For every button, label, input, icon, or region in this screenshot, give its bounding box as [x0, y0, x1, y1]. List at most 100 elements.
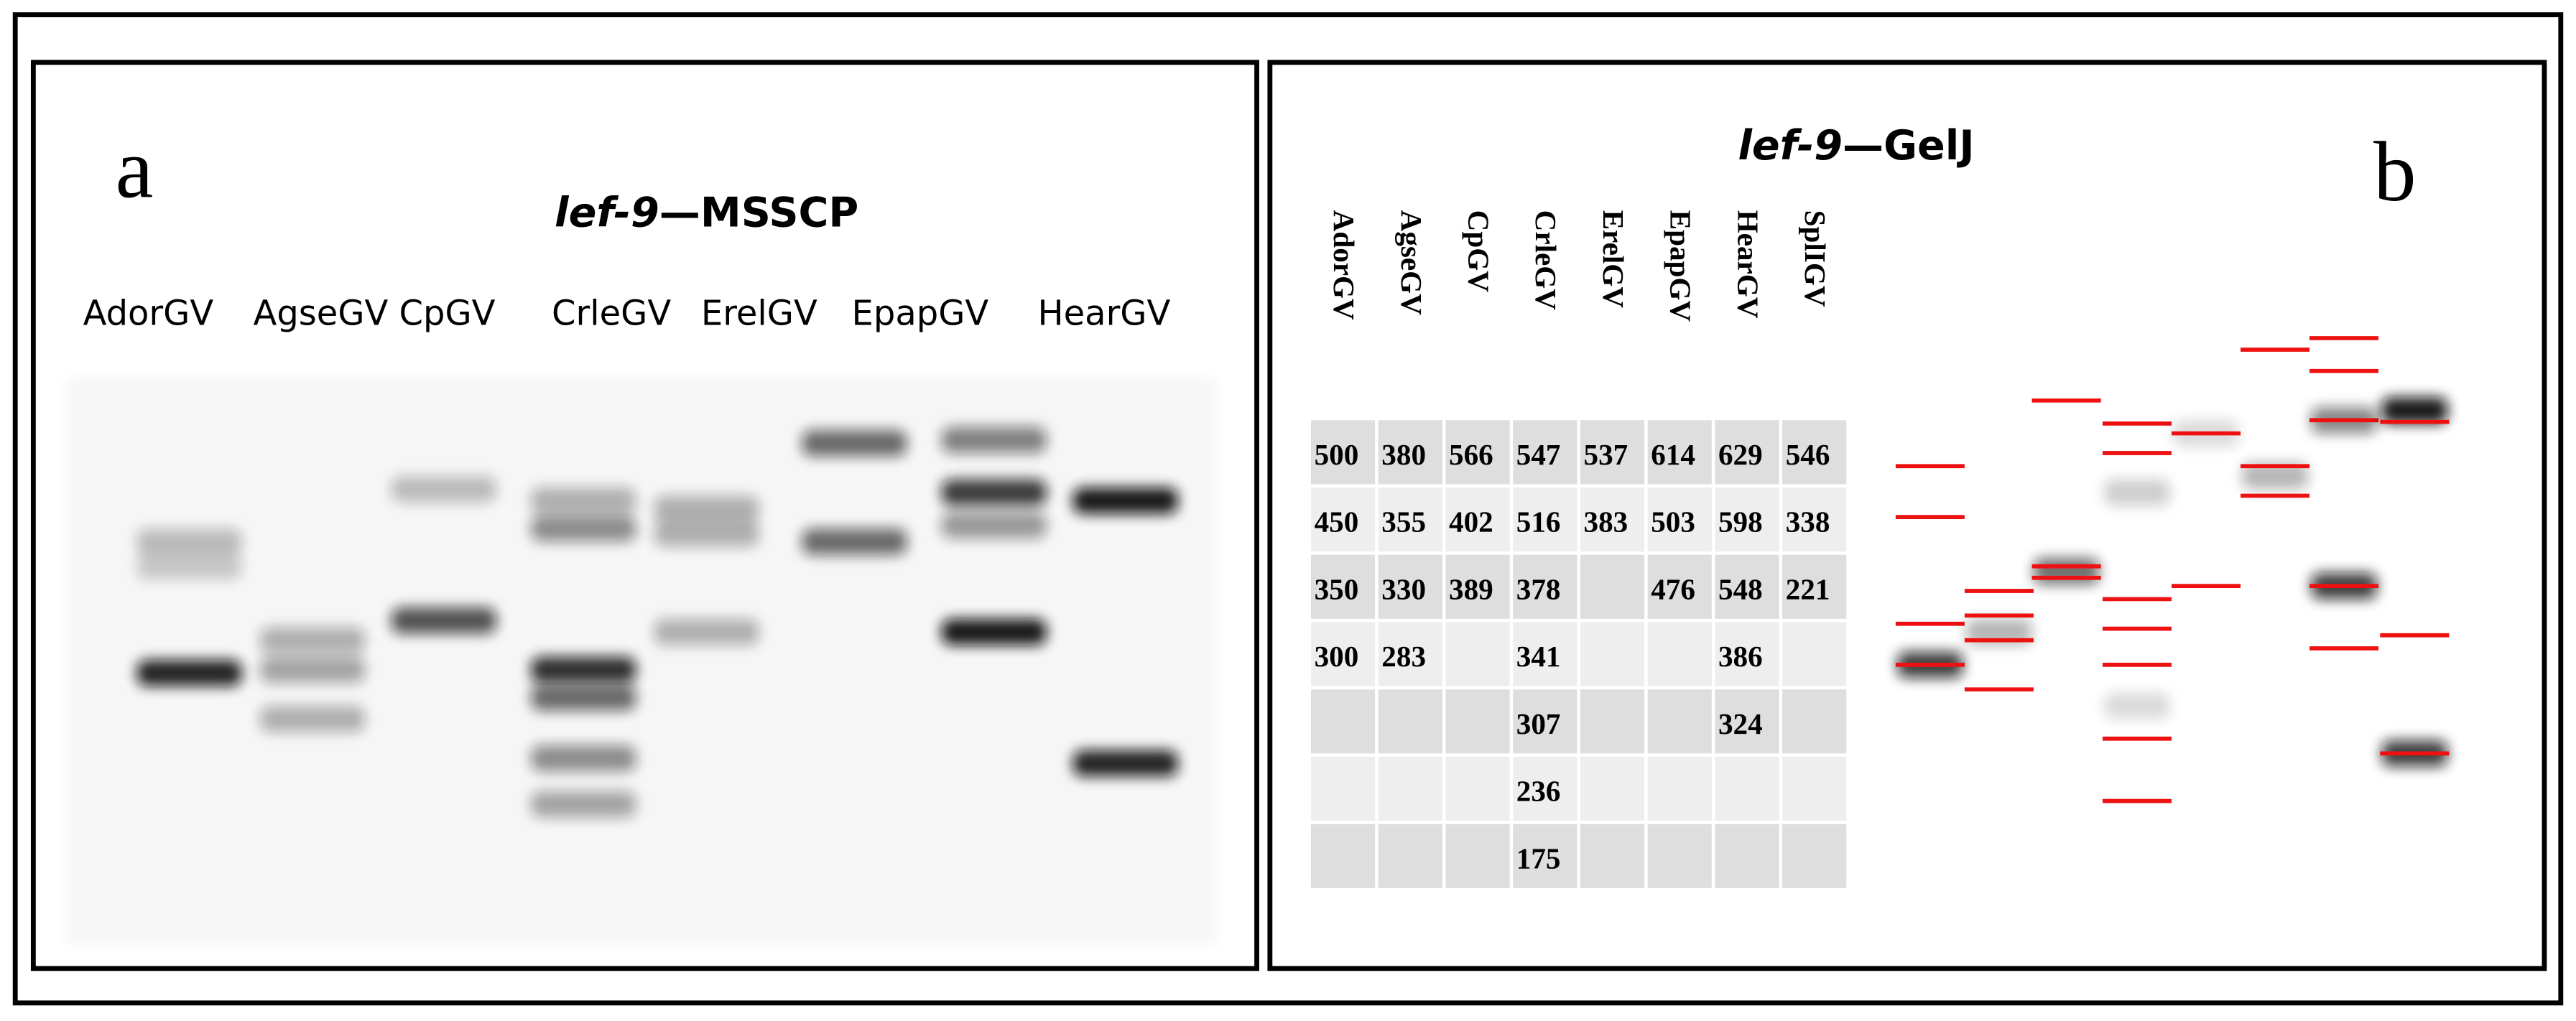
lane-label: HearGV	[1038, 294, 1171, 334]
panel-label: b	[2373, 124, 2416, 219]
cell-value: 500	[1315, 438, 1359, 471]
table-cell	[1513, 756, 1577, 821]
cell-value: 383	[1584, 505, 1628, 539]
cell-value: 380	[1381, 438, 1426, 471]
table-cell	[1715, 824, 1779, 888]
table-cell	[1378, 689, 1442, 754]
gel-band	[802, 429, 907, 457]
lane-label: CrleGV	[552, 294, 671, 334]
cell-value: 537	[1584, 438, 1628, 471]
table-cell	[1378, 554, 1442, 619]
table-cell	[1782, 554, 1847, 619]
column-header: AgseGV	[1395, 210, 1428, 316]
gel-band	[136, 553, 242, 580]
lane-label: AdorGV	[83, 294, 214, 334]
table-cell	[1311, 756, 1376, 821]
lane-label: AgseGV	[254, 294, 389, 334]
cell-value: 236	[1516, 775, 1561, 808]
table-cell	[1580, 554, 1645, 619]
cell-value: 307	[1516, 707, 1561, 740]
table-cell	[1647, 756, 1712, 821]
table-cell	[1445, 554, 1510, 619]
table-cell	[1513, 622, 1577, 686]
gel-band	[1072, 750, 1178, 777]
cell-value: 516	[1516, 505, 1561, 539]
gel-band	[531, 656, 636, 684]
cell-value: 324	[1718, 707, 1763, 740]
gel-band	[531, 791, 636, 818]
table-cell	[1782, 487, 1847, 552]
title-italic: lef-9	[555, 189, 659, 236]
cell-value: 476	[1651, 572, 1695, 605]
table-cell	[1445, 756, 1510, 821]
gel-band	[531, 684, 636, 711]
lane-label: ErelGV	[701, 294, 817, 334]
table-cell	[1715, 622, 1779, 686]
cell-value: 338	[1786, 505, 1830, 539]
table-cell	[1715, 689, 1779, 754]
column-header: CrleGV	[1529, 210, 1562, 311]
gel-band	[802, 528, 907, 555]
table-cell	[1311, 689, 1376, 754]
gel-band	[531, 745, 636, 772]
table-cell	[1647, 689, 1712, 754]
table: AdorGV AgseGV CpGV CrleGV ErelGV EpapGV HearGV…	[1311, 210, 1847, 888]
table-cell	[1445, 622, 1510, 686]
table-cell	[1580, 824, 1645, 888]
table-cell	[1580, 756, 1645, 821]
table-cell	[1647, 622, 1712, 686]
table-cell	[1513, 824, 1577, 888]
gel-band	[391, 607, 497, 634]
cell-value: 221	[1786, 572, 1830, 605]
gel-band	[531, 487, 636, 514]
cell-value: 300	[1315, 640, 1359, 673]
cell-value: 566	[1449, 438, 1493, 471]
gel-a	[66, 377, 1216, 944]
table-cell	[1782, 622, 1847, 686]
table-cell	[1715, 420, 1779, 485]
cell-value: 548	[1718, 572, 1763, 605]
cell-value: 614	[1651, 438, 1695, 471]
gel-band	[941, 426, 1047, 453]
gel-band	[1072, 487, 1178, 514]
table-cell	[1378, 756, 1442, 821]
gel-band	[136, 528, 242, 555]
table-cell	[1378, 622, 1442, 686]
table-cell	[1715, 554, 1779, 619]
cell-value: 386	[1718, 640, 1763, 673]
cell-value: 341	[1516, 640, 1561, 673]
table-cell	[1782, 824, 1847, 888]
lane-label: CpGV	[399, 294, 495, 334]
cell-value: 378	[1516, 572, 1561, 605]
table-cell	[1311, 824, 1376, 888]
column-header: SplIGV	[1799, 210, 1832, 307]
cell-value: 350	[1315, 572, 1359, 605]
cell-value: 283	[1381, 640, 1426, 673]
gel-band	[391, 475, 497, 503]
cell-value: 546	[1786, 438, 1830, 471]
cell-value: 450	[1315, 505, 1359, 539]
table-cell	[1445, 420, 1510, 485]
title-rest: —MSSCP	[659, 189, 859, 236]
gel-b	[1895, 336, 2450, 803]
table-cell	[1647, 420, 1712, 485]
table-cell	[1311, 622, 1376, 686]
cell-value: 355	[1381, 505, 1426, 539]
cell-value: 389	[1449, 572, 1493, 605]
cell-value: 503	[1651, 505, 1695, 539]
table-cell	[1513, 689, 1577, 754]
table-cell	[1378, 487, 1442, 552]
table-cell	[1513, 420, 1577, 485]
table-cell	[1311, 487, 1376, 552]
table-cell	[1782, 689, 1847, 754]
panel-title: lef-9—MSSCP	[555, 189, 858, 236]
gel-band	[2033, 558, 2100, 584]
table-cell	[1311, 554, 1376, 619]
table-cell	[1378, 420, 1442, 485]
cell-value: 598	[1718, 505, 1763, 539]
cell-value: 547	[1516, 438, 1561, 471]
gel-band	[941, 618, 1047, 645]
column-header: EpapGV	[1664, 210, 1697, 322]
table-cell	[1513, 487, 1577, 552]
table-cell	[1782, 756, 1847, 821]
